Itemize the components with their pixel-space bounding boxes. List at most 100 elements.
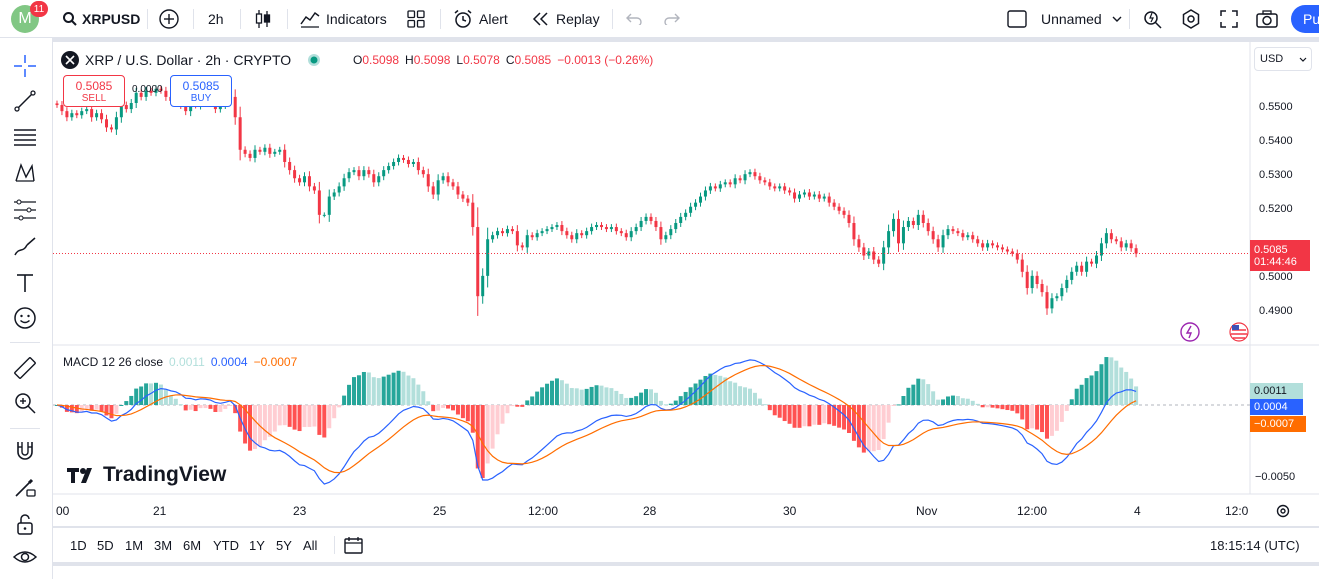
range-button-5y[interactable]: 5Y [276,537,292,553]
gear-icon[interactable] [1275,503,1291,519]
timezone-clock[interactable]: 18:15:14 (UTC) [1210,537,1300,553]
magnet-tool[interactable] [12,438,38,464]
range-button-5d[interactable]: 5D [97,537,114,553]
templates-button[interactable] [407,0,425,38]
hide-drawings-tool[interactable] [12,544,38,570]
candle-body [654,220,658,228]
brush-tool[interactable] [12,234,38,260]
range-button-1y[interactable]: 1Y [249,537,265,553]
measure-tool[interactable] [12,355,38,381]
candle [768,178,772,190]
candle [332,189,336,201]
macd-histogram-bar [837,405,842,428]
currency-selector[interactable]: USD [1254,47,1312,71]
macd-histogram-bar [69,405,74,413]
candle [1109,229,1113,244]
replay-button[interactable]: Replay [532,0,600,38]
candle [817,191,821,203]
goto-date-button[interactable] [344,528,364,562]
candle [867,247,871,259]
indicators-button[interactable]: Indicators [300,0,387,38]
macd-histogram-bar [455,405,460,415]
tradingview-watermark: TradingView [67,463,226,487]
candle-body [1060,288,1064,297]
alert-label: Alert [479,11,508,27]
macd-legend[interactable]: MACD 12 26 close 0.0011 0.0004 −0.0007 [63,355,297,369]
quick-search-button[interactable] [1143,0,1163,38]
macd-histogram-bar [352,377,356,405]
price-chart[interactable] [53,42,1319,526]
candle-body [1015,253,1019,260]
alert-button[interactable]: Alert [453,0,508,38]
layout-menu-button[interactable]: Unnamed [1007,0,1122,38]
macd-histogram-bar [911,384,916,405]
candle [347,168,351,183]
chart-type-button[interactable] [254,0,272,38]
fib-tool[interactable] [12,124,38,150]
macd-histogram-bar [144,383,149,405]
pattern-tool[interactable] [12,160,38,186]
lock-drawings-tool[interactable] [12,511,38,537]
buy-button[interactable]: 0.5085 BUY [170,75,232,107]
candle [951,226,955,235]
redo-button[interactable] [664,0,680,38]
stay-drawing-tool[interactable] [12,474,38,500]
macd-histogram-bar [579,389,584,405]
candle-body [1045,292,1049,309]
candle-body [773,186,777,189]
candle [575,229,579,244]
macd-histogram-bar [743,387,748,405]
candle-body [476,227,480,297]
chart-pane[interactable]: XRP / U.S. Dollar · 2h · CRYPTO O 0.5098 … [53,42,1319,526]
candle-body [114,117,118,130]
emoji-tool[interactable] [12,305,38,331]
candle [699,192,702,207]
us-flag-icon[interactable] [1229,322,1249,342]
candle [421,166,425,178]
compare-symbol-button[interactable] [158,0,180,38]
crosshair-icon [14,55,36,77]
macd-histogram-bar [965,398,970,405]
macd-histogram-bar [317,405,322,435]
publish-button[interactable]: Pu [1291,5,1319,33]
candle [530,232,534,241]
candle [585,227,589,239]
range-button-ytd[interactable]: YTD [213,537,239,553]
prediction-tool[interactable] [12,197,38,223]
range-button-3m[interactable]: 3M [154,537,173,553]
interval-button[interactable]: 2h [208,0,224,38]
text-tool[interactable] [12,270,38,296]
zoom-tool[interactable] [12,390,38,416]
macd-histogram-bar [545,383,550,405]
range-button-1d[interactable]: 1D [70,537,87,553]
macd-histogram-bar [1129,378,1134,405]
trend-line-tool[interactable] [12,88,38,114]
undo-button[interactable] [626,0,642,38]
range-button-6m[interactable]: 6M [183,537,202,553]
lightning-icon[interactable] [1180,322,1200,342]
series-legend[interactable]: XRP / U.S. Dollar · 2h · CRYPTO [61,50,321,70]
macd-histogram-bar [104,405,109,416]
snapshot-button[interactable] [1256,0,1278,38]
settings-button[interactable] [1181,0,1201,38]
range-button-all[interactable]: All [303,537,318,553]
range-button-1m[interactable]: 1M [125,537,144,553]
candle-body [362,170,366,177]
fullscreen-button[interactable] [1220,0,1238,38]
sell-button[interactable]: 0.5085 SELL [63,75,125,107]
candle-body [451,182,455,187]
candle-body [694,202,698,207]
macd-line-tag: 0.0004 [1250,399,1303,415]
macd-histogram-bar [208,405,213,409]
crosshair-tool[interactable] [12,53,38,79]
macd-histogram-bar [569,388,574,405]
macd-histogram-bar [243,405,248,444]
macd-histogram-bar [1079,384,1084,405]
price-label: 0.5300 [1259,169,1293,181]
macd-histogram-bar [1020,405,1025,420]
symbol-search-button[interactable]: XRPUSD [62,0,140,38]
time-label: 21 [153,504,167,518]
macd-histogram-bar [1059,405,1064,422]
candle [743,170,747,185]
candle-body [1055,296,1059,299]
